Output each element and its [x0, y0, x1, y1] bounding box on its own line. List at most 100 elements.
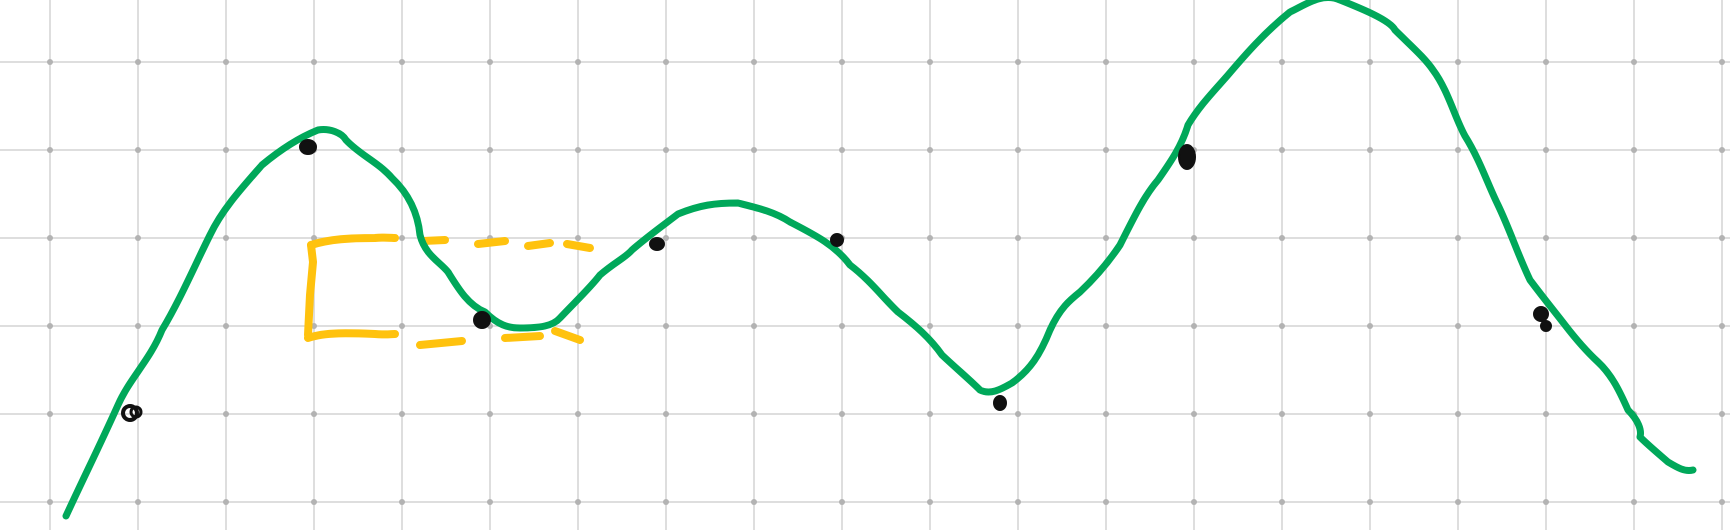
grid-intersection-dot	[1719, 59, 1725, 65]
grid-intersection-dot	[575, 411, 581, 417]
grid-intersection-dot	[1455, 499, 1461, 505]
grid-intersection-dot	[399, 59, 405, 65]
grid-intersection-dot	[1367, 323, 1373, 329]
grid-intersection-dot	[47, 59, 53, 65]
grid-intersection-dot	[663, 411, 669, 417]
grid-intersection-dot	[1367, 147, 1373, 153]
yellow-dash-top-3	[524, 239, 554, 250]
grid-intersection-dot	[487, 499, 493, 505]
grid-intersection-dot	[1103, 147, 1109, 153]
grid-intersection-dot	[223, 411, 229, 417]
grid-intersection-dot	[1191, 59, 1197, 65]
point-marker-6[interactable]	[993, 395, 1007, 411]
grid-intersection-dot	[1367, 235, 1373, 241]
grid-intersection-dot	[839, 411, 845, 417]
grid-intersection-dot	[1455, 147, 1461, 153]
grid-intersection-dot	[1279, 411, 1285, 417]
grid-intersection-dot	[135, 147, 141, 153]
grid-intersection-dot	[927, 235, 933, 241]
grid-intersection-dot	[751, 499, 757, 505]
grid-intersection-dot	[663, 499, 669, 505]
grid-intersection-dot	[223, 499, 229, 505]
grid-intersection-dot	[47, 235, 53, 241]
grid-intersection-dot	[1015, 411, 1021, 417]
freehand-green-curve	[62, 0, 1697, 520]
grid-intersection-dot	[1719, 323, 1725, 329]
grid-intersection-dot	[575, 59, 581, 65]
grid-intersection-dot	[927, 499, 933, 505]
grid-intersection-dot	[1543, 235, 1549, 241]
point-marker-3[interactable]	[473, 311, 491, 329]
grid-intersection-dot	[1103, 323, 1109, 329]
grid-intersection-dot	[839, 323, 845, 329]
grid-intersection-dot	[47, 147, 53, 153]
grid-intersection-dot	[751, 59, 757, 65]
grid-intersection-dot	[1543, 59, 1549, 65]
grid-intersection-dot	[1279, 499, 1285, 505]
point-marker-5[interactable]	[830, 233, 844, 247]
grid-intersection-dot	[1719, 411, 1725, 417]
grid-intersection-dot	[1455, 59, 1461, 65]
grid-intersection-dot	[1191, 499, 1197, 505]
grid-intersection-dot	[487, 147, 493, 153]
grid-intersection-dot	[311, 59, 317, 65]
grid-intersection-dot	[223, 59, 229, 65]
grid-intersection-dot	[1719, 235, 1725, 241]
grid-intersection-dot	[1103, 235, 1109, 241]
grid-intersection-dot	[1367, 499, 1373, 505]
point-marker-1[interactable]	[121, 404, 143, 422]
grid-intersection-dot	[1103, 59, 1109, 65]
grid-intersection-dot	[575, 235, 581, 241]
yellow-dash-bottom-1	[416, 337, 466, 349]
grid-intersection-dot	[575, 323, 581, 329]
point-marker-7[interactable]	[1178, 144, 1196, 170]
grid-intersection-dot	[1455, 323, 1461, 329]
point-marker-8[interactable]	[1533, 306, 1552, 332]
grid-intersection-dot	[1191, 235, 1197, 241]
grid-intersection-dot	[927, 147, 933, 153]
grid-intersection-dot	[135, 59, 141, 65]
grid-intersection-dot	[1543, 147, 1549, 153]
grid-intersection-dot	[1631, 499, 1637, 505]
grid-intersection-dot	[311, 499, 317, 505]
grid-intersection-dot	[839, 499, 845, 505]
grid-intersection-dot	[1279, 147, 1285, 153]
grid-intersection-dot	[1455, 411, 1461, 417]
yellow-bracket-left	[304, 241, 317, 339]
grid-intersection-dot	[399, 147, 405, 153]
grid-intersection-dot	[1279, 59, 1285, 65]
yellow-dash-top-4	[563, 240, 594, 252]
grid-intersection-dot	[311, 235, 317, 241]
grid-intersection-dot	[663, 235, 669, 241]
grid-intersection-dot	[223, 323, 229, 329]
grid-intersection-dot	[1543, 499, 1549, 505]
grid-intersection-dot	[487, 59, 493, 65]
grid-intersection-dot	[47, 323, 53, 329]
grid-intersection-dot	[1543, 411, 1549, 417]
grid-intersection-dot	[399, 411, 405, 417]
grid-intersection-dot	[927, 411, 933, 417]
grid-intersection-dot	[1631, 59, 1637, 65]
yellow-dash-top-2	[474, 237, 509, 248]
grid-intersection-dot	[47, 411, 53, 417]
point-marker-4[interactable]	[649, 237, 665, 251]
grid-intersection-dot	[1719, 147, 1725, 153]
grid-intersection-dot	[1367, 59, 1373, 65]
grid-intersection-dot	[311, 411, 317, 417]
grid-intersection-dot	[927, 323, 933, 329]
grid-intersection-dot	[751, 411, 757, 417]
grid-intersection-dot	[1719, 499, 1725, 505]
grid-intersection-dot	[487, 411, 493, 417]
grid-intersection-dot	[399, 235, 405, 241]
point-marker-2[interactable]	[299, 139, 317, 155]
yellow-dash-top-1	[419, 236, 449, 245]
grid-intersection-dot	[663, 147, 669, 153]
grid-intersection-dot	[1631, 235, 1637, 241]
grid-intersection-dot	[135, 499, 141, 505]
grid-intersection-dot	[1015, 235, 1021, 241]
grid-intersection-dot	[223, 235, 229, 241]
grid-intersection-dot	[135, 323, 141, 329]
grid-intersection-dot	[1631, 323, 1637, 329]
